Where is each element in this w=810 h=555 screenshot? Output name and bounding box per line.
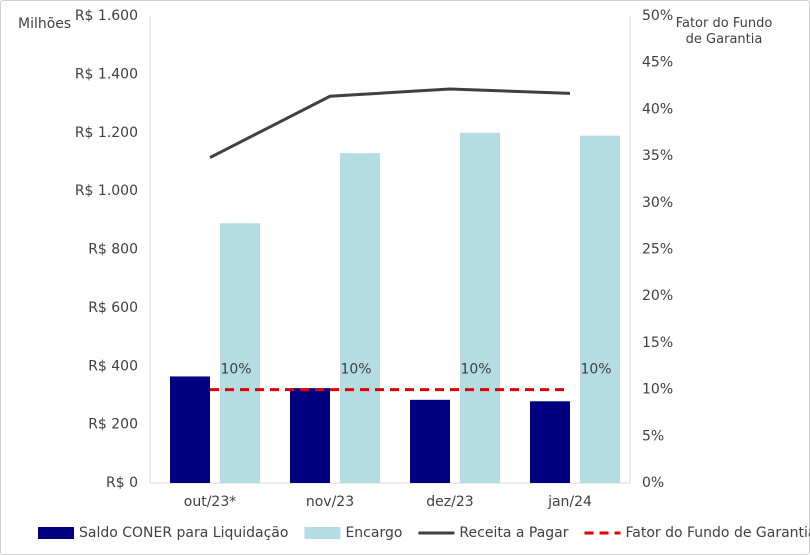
legend-label: Encargo <box>345 525 402 541</box>
y2-tick-label: 25% <box>642 242 673 258</box>
bar <box>170 376 210 483</box>
y-tick-label: R$ 600 <box>88 300 138 316</box>
bar <box>220 223 260 483</box>
y-tick-label: R$ 800 <box>88 242 138 258</box>
legend-label: Saldo CONER para Liquidação <box>79 525 288 541</box>
bar <box>340 153 380 483</box>
y-tick-label: R$ 400 <box>88 358 138 374</box>
legend-swatch <box>38 527 74 539</box>
data-label: 10% <box>580 362 611 378</box>
y-tick-label: R$ 1.000 <box>75 183 138 199</box>
bar <box>530 401 570 483</box>
data-label: 10% <box>460 362 491 378</box>
y2-tick-label: 10% <box>642 382 673 398</box>
y2-tick-label: 50% <box>642 8 673 24</box>
bar <box>410 399 450 483</box>
y2-tick-label: 35% <box>642 148 673 164</box>
bar <box>460 132 500 483</box>
x-tick-label: out/23* <box>184 494 236 510</box>
line <box>209 87 571 159</box>
y-tick-label: R$ 1.400 <box>75 66 138 82</box>
legend-label: Receita a Pagar <box>459 525 568 541</box>
y-tick-label: R$ 1.200 <box>75 125 138 141</box>
y2-tick-label: 40% <box>642 101 673 117</box>
y-tick-label: R$ 0 <box>106 475 138 491</box>
x-tick-label: jan/24 <box>547 494 592 510</box>
bar <box>290 388 330 483</box>
y2-tick-label: 5% <box>642 428 664 444</box>
y2-tick-label: 0% <box>642 475 664 491</box>
y2-tick-label: 30% <box>642 195 673 211</box>
x-tick-label: dez/23 <box>426 494 473 510</box>
legend-swatch <box>304 527 341 539</box>
bar <box>580 135 620 483</box>
y2-axis-title: Fator do Fundo de Garantia <box>675 16 773 47</box>
data-label: 10% <box>220 362 251 378</box>
y2-tick-label: 20% <box>642 288 673 304</box>
legend-label: Fator do Fundo de Garantia <box>626 525 810 541</box>
data-label: 10% <box>340 362 371 378</box>
y2-tick-label: 45% <box>642 55 673 71</box>
y2-tick-label: 15% <box>642 335 673 351</box>
x-tick-label: nov/23 <box>306 494 354 510</box>
y-axis-title: Milhões <box>18 16 71 32</box>
y-tick-label: R$ 1.600 <box>75 8 138 24</box>
y-tick-label: R$ 200 <box>88 417 138 433</box>
